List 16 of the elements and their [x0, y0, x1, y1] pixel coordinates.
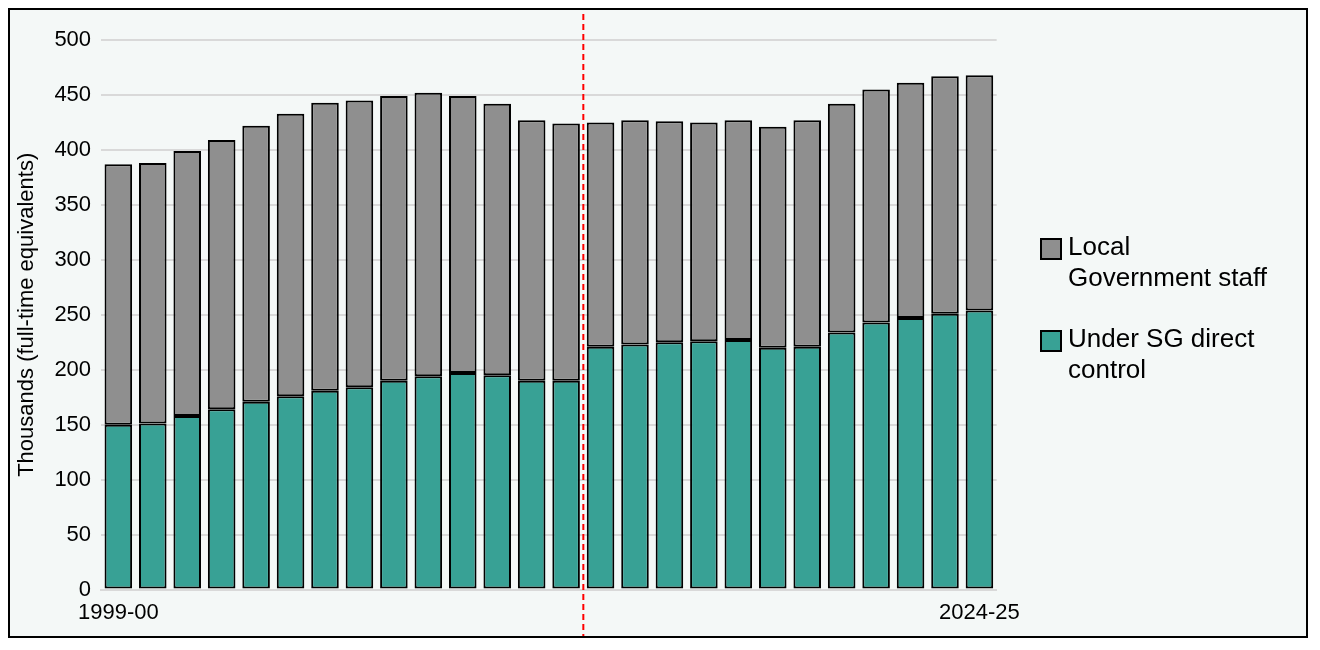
y-tick-label: 150 [54, 410, 92, 436]
text: Local Government staff [1068, 231, 1268, 293]
y-tick-label: 300 [54, 245, 92, 271]
legend-label: Under SG direct control [1068, 323, 1256, 385]
y-tick-label: 400 [54, 135, 92, 161]
y-tick-label: 350 [54, 190, 92, 216]
y-tick-label: 500 [54, 26, 92, 52]
x-tick-label: 2024-25 [939, 598, 1020, 624]
y-axis-title: Thousands (full-time equivalents) [13, 152, 39, 477]
y-tick-label: 450 [54, 81, 92, 107]
y-tick-label: 200 [54, 355, 92, 381]
y-tick-label: 250 [54, 300, 92, 326]
x-tick-label: 1999-00 [77, 598, 159, 624]
y-tick-label: 50 [66, 520, 92, 546]
y-tick-label: 100 [54, 465, 92, 491]
y-tick-label: 0 [78, 575, 92, 601]
